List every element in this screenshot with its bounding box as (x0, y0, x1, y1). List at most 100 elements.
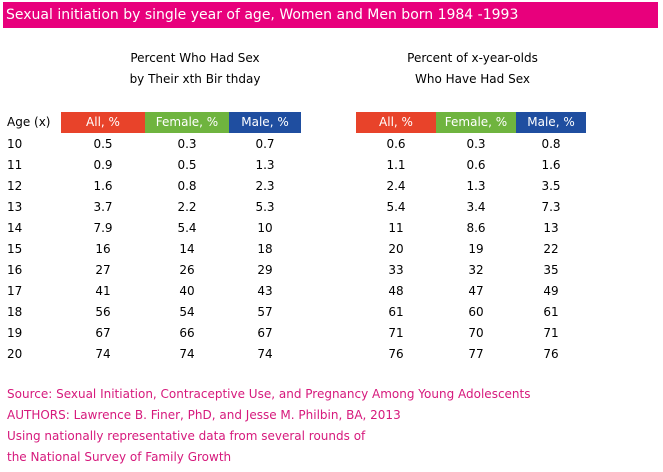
by-birthday-all-cell: 1.6 (93, 179, 113, 193)
age-cell: 15 (7, 242, 23, 256)
x-year-olds-male-cell: 13 (543, 221, 559, 235)
x-year-olds-all-cell: 20 (388, 242, 404, 256)
x-year-olds-male-cell: 1.6 (541, 158, 561, 172)
x-year-olds-all-cell: 5.4 (386, 200, 406, 214)
x-year-olds-female-cell: 3.4 (466, 200, 486, 214)
x-year-olds-female-cell: 19 (468, 242, 484, 256)
by-birthday-all-cell: 27 (95, 263, 111, 277)
table-row: 15 16 14 18 20 19 22 (0, 239, 663, 260)
by-birthday-male-cell: 10 (257, 221, 273, 235)
by-birthday-all-cell: 0.5 (93, 137, 113, 151)
page-title: Sexual initiation by single year of age,… (3, 2, 658, 28)
table-row: 20 74 74 74 76 77 76 (0, 344, 663, 365)
x-year-olds-all-cell: 48 (388, 284, 404, 298)
x-year-olds-female-cell: 0.3 (466, 137, 486, 151)
table-row: 17 41 40 43 48 47 49 (0, 281, 663, 302)
age-cell: 16 (7, 263, 23, 277)
x-year-olds-male-cell: 71 (543, 326, 559, 340)
right-female-header: Female, % (436, 112, 516, 133)
x-year-olds-male-cell: 0.8 (541, 137, 561, 151)
by-birthday-all-cell: 7.9 (93, 221, 113, 235)
right-group-heading: Percent of x-year-olds Who Have Had Sex (355, 48, 590, 90)
by-birthday-female-cell: 26 (179, 263, 195, 277)
by-birthday-female-cell: 0.5 (177, 158, 197, 172)
by-birthday-female-cell: 0.3 (177, 137, 197, 151)
x-year-olds-all-cell: 71 (388, 326, 404, 340)
age-cell: 18 (7, 305, 23, 319)
by-birthday-male-cell: 2.3 (255, 179, 275, 193)
left-group-heading-line1: Percent Who Had Sex (130, 51, 260, 65)
left-all-header: All, % (61, 112, 145, 133)
by-birthday-male-cell: 18 (257, 242, 273, 256)
x-year-olds-female-cell: 0.6 (466, 158, 486, 172)
table-row: 13 3.7 2.2 5.3 5.4 3.4 7.3 (0, 197, 663, 218)
age-cell: 12 (7, 179, 23, 193)
x-year-olds-female-cell: 60 (468, 305, 484, 319)
by-birthday-male-cell: 43 (257, 284, 273, 298)
x-year-olds-all-cell: 0.6 (386, 137, 406, 151)
source-line-4: the National Survey of Family Growth (7, 450, 232, 464)
by-birthday-all-cell: 56 (95, 305, 111, 319)
x-year-olds-all-cell: 61 (388, 305, 404, 319)
by-birthday-all-cell: 67 (95, 326, 111, 340)
left-female-header: Female, % (145, 112, 229, 133)
x-year-olds-male-cell: 61 (543, 305, 559, 319)
right-group-heading-line1: Percent of x-year-olds (407, 51, 538, 65)
by-birthday-male-cell: 5.3 (255, 200, 275, 214)
source-line-1: Source: Sexual Initiation, Contraceptive… (7, 387, 531, 401)
right-group-heading-line2: Who Have Had Sex (414, 72, 530, 86)
by-birthday-female-cell: 2.2 (177, 200, 197, 214)
by-birthday-all-cell: 16 (95, 242, 111, 256)
by-birthday-all-cell: 3.7 (93, 200, 113, 214)
table-row: 12 1.6 0.8 2.3 2.4 1.3 3.5 (0, 176, 663, 197)
x-year-olds-all-cell: 11 (388, 221, 404, 235)
x-year-olds-male-cell: 76 (543, 347, 559, 361)
by-birthday-female-cell: 40 (179, 284, 195, 298)
source-line-3: Using nationally representative data fro… (7, 429, 366, 443)
source-note: Source: Sexual Initiation, Contraceptive… (7, 384, 531, 468)
age-cell: 13 (7, 200, 23, 214)
x-year-olds-male-cell: 22 (543, 242, 559, 256)
x-year-olds-all-cell: 33 (388, 263, 404, 277)
x-year-olds-female-cell: 70 (468, 326, 484, 340)
age-cell: 20 (7, 347, 23, 361)
by-birthday-all-cell: 74 (95, 347, 111, 361)
x-year-olds-male-cell: 49 (543, 284, 559, 298)
age-cell: 10 (7, 137, 23, 151)
data-table: 10 0.5 0.3 0.7 0.6 0.3 0.8 11 0.9 0.5 1.3 1.1 0.6 1.6… (0, 134, 663, 365)
x-year-olds-male-cell: 7.3 (541, 200, 561, 214)
age-cell: 19 (7, 326, 23, 340)
x-year-olds-all-cell: 1.1 (386, 158, 406, 172)
x-year-olds-female-cell: 77 (468, 347, 484, 361)
age-column-header: Age (x) (7, 115, 51, 129)
source-line-2: AUTHORS: Lawrence B. Finer, PhD, and Jes… (7, 408, 401, 422)
table-row: 11 0.9 0.5 1.3 1.1 0.6 1.6 (0, 155, 663, 176)
x-year-olds-all-cell: 2.4 (386, 179, 406, 193)
left-group-heading: Percent Who Had Sex by Their xth Bir thd… (60, 48, 330, 90)
by-birthday-male-cell: 1.3 (255, 158, 275, 172)
age-cell: 11 (7, 158, 23, 172)
x-year-olds-male-cell: 3.5 (541, 179, 561, 193)
x-year-olds-all-cell: 76 (388, 347, 404, 361)
table-row: 10 0.5 0.3 0.7 0.6 0.3 0.8 (0, 134, 663, 155)
by-birthday-all-cell: 0.9 (93, 158, 113, 172)
x-year-olds-female-cell: 47 (468, 284, 484, 298)
by-birthday-female-cell: 66 (179, 326, 195, 340)
x-year-olds-female-cell: 1.3 (466, 179, 486, 193)
table-row: 14 7.9 5.4 10 11 8.6 13 (0, 218, 663, 239)
left-group-heading-line2: by Their xth Bir thday (129, 72, 261, 86)
by-birthday-male-cell: 67 (257, 326, 273, 340)
left-male-header: Male, % (229, 112, 301, 133)
table-row: 19 67 66 67 71 70 71 (0, 323, 663, 344)
age-cell: 14 (7, 221, 23, 235)
by-birthday-female-cell: 0.8 (177, 179, 197, 193)
by-birthday-female-cell: 54 (179, 305, 195, 319)
by-birthday-male-cell: 57 (257, 305, 273, 319)
by-birthday-all-cell: 41 (95, 284, 111, 298)
table-row: 18 56 54 57 61 60 61 (0, 302, 663, 323)
right-male-header: Male, % (516, 112, 586, 133)
x-year-olds-female-cell: 32 (468, 263, 484, 277)
by-birthday-female-cell: 74 (179, 347, 195, 361)
by-birthday-female-cell: 5.4 (177, 221, 197, 235)
x-year-olds-female-cell: 8.6 (466, 221, 486, 235)
